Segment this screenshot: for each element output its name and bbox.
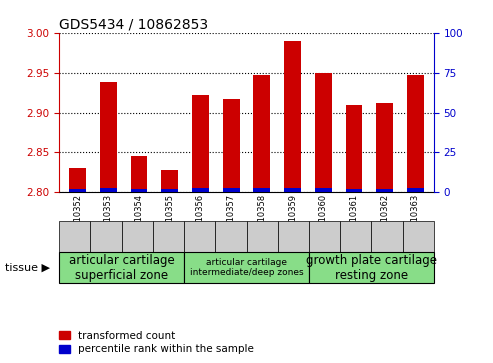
Bar: [69, 168, 86, 192]
Bar: [223, 99, 240, 192]
Bar: [376, 103, 393, 192]
Text: articular cartilage
intermediate/deep zones: articular cartilage intermediate/deep zo…: [190, 258, 303, 277]
Bar: [315, 188, 332, 192]
Text: articular cartilage
superficial zone: articular cartilage superficial zone: [69, 254, 175, 282]
Bar: [407, 75, 424, 192]
Bar: [131, 189, 147, 192]
Bar: [253, 75, 270, 192]
Text: GDS5434 / 10862853: GDS5434 / 10862853: [59, 17, 208, 32]
Text: tissue ▶: tissue ▶: [5, 263, 50, 273]
Legend: transformed count, percentile rank within the sample: transformed count, percentile rank withi…: [60, 331, 254, 354]
Bar: [284, 188, 301, 192]
Bar: [161, 170, 178, 192]
Bar: [69, 189, 86, 192]
Bar: [253, 188, 270, 192]
Bar: [346, 189, 362, 192]
Bar: [407, 188, 424, 192]
Bar: [100, 82, 117, 192]
Text: growth plate cartilage
resting zone: growth plate cartilage resting zone: [306, 254, 437, 282]
Bar: [192, 95, 209, 192]
Bar: [315, 73, 332, 192]
Bar: [192, 188, 209, 192]
Bar: [346, 105, 362, 192]
Bar: [161, 189, 178, 192]
Bar: [131, 156, 147, 192]
Bar: [284, 41, 301, 192]
Bar: [376, 189, 393, 192]
Bar: [100, 188, 117, 192]
Bar: [223, 188, 240, 192]
